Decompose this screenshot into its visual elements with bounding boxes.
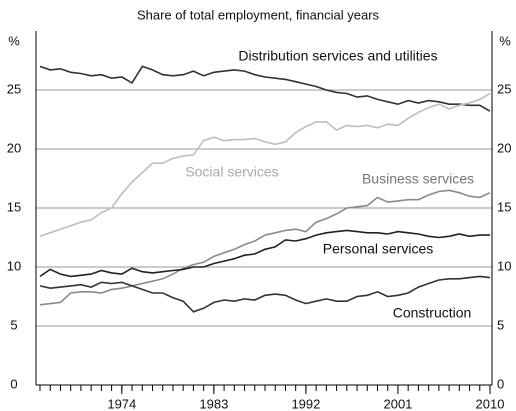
y2-tick-label: 25 xyxy=(497,81,511,96)
y-unit: % xyxy=(8,33,20,48)
y-tick-label: 0 xyxy=(10,376,17,391)
y-tick-label: 20 xyxy=(7,140,21,155)
y-tick-label: 10 xyxy=(7,258,21,273)
series-line xyxy=(39,92,491,238)
series-label: Personal services xyxy=(323,241,434,257)
x-tick-label: 2010 xyxy=(476,396,505,411)
x-tick-label: 2001 xyxy=(383,396,412,411)
y2-unit: % xyxy=(499,33,511,48)
y-tick-label: 15 xyxy=(7,199,21,214)
x-tick-label: 1974 xyxy=(107,396,136,411)
series-line xyxy=(39,275,491,313)
x-tick-label: 1983 xyxy=(199,396,228,411)
series-label: Business services xyxy=(362,171,474,187)
x-tick-label: 1992 xyxy=(291,396,320,411)
y2-tick-label: 10 xyxy=(497,258,511,273)
series-label: Distribution services and utilities xyxy=(238,48,437,64)
y-tick-label: 25 xyxy=(7,81,21,96)
y2-tick-label: 0 xyxy=(497,376,504,391)
series-label: Construction xyxy=(393,305,472,321)
y2-tick-label: 15 xyxy=(497,199,511,214)
y-tick-label: 5 xyxy=(10,317,17,332)
series-line xyxy=(39,229,490,278)
series-line xyxy=(39,65,491,112)
series-label: Social services xyxy=(185,164,278,180)
y2-tick-label: 20 xyxy=(497,140,511,155)
chart-title: Share of total employment, financial yea… xyxy=(137,7,380,22)
y2-tick-label: 5 xyxy=(497,317,504,332)
series-line xyxy=(39,189,491,306)
